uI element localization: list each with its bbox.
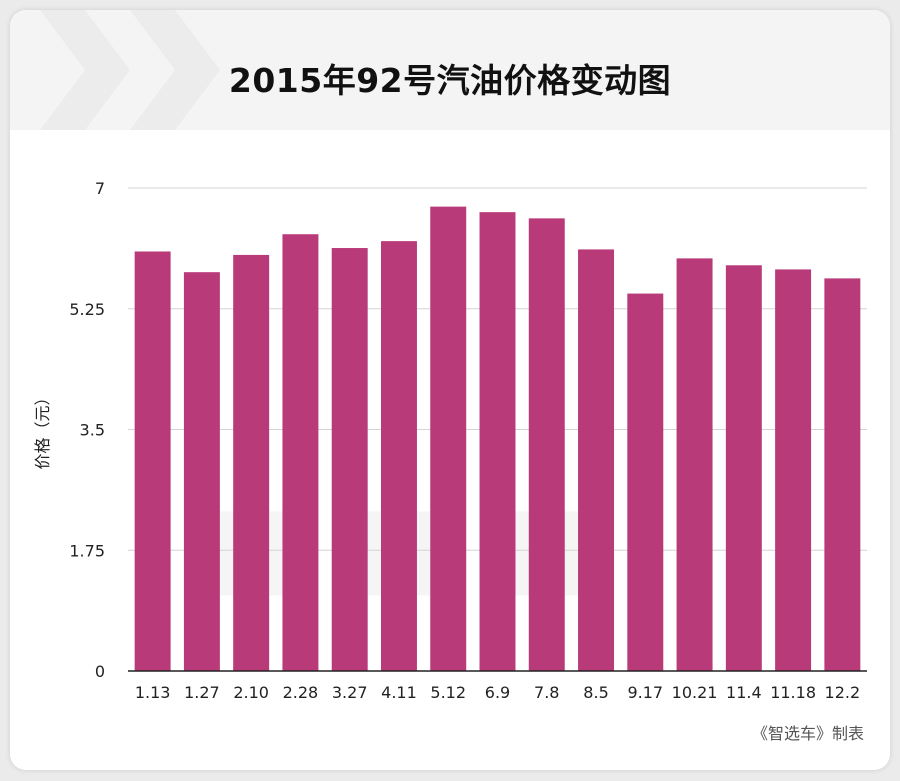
source-note: 《智选车》制表 bbox=[751, 724, 864, 743]
bar bbox=[479, 212, 516, 671]
bar bbox=[578, 249, 615, 671]
x-tick-label: 2.28 bbox=[283, 683, 319, 702]
x-tick-label: 12.2 bbox=[825, 683, 861, 702]
bar bbox=[824, 278, 861, 671]
bar bbox=[528, 218, 565, 672]
x-tick-label: 7.8 bbox=[534, 683, 559, 702]
bar bbox=[282, 234, 319, 672]
x-tick-label: 6.9 bbox=[485, 683, 510, 702]
x-tick-label: 1.27 bbox=[184, 683, 220, 702]
chart-card: 2015年92号汽油价格变动图 ■■■ 01.753.55.257价格（元）1.… bbox=[10, 10, 890, 770]
x-tick-label: 11.4 bbox=[726, 683, 762, 702]
y-tick-label: 5.25 bbox=[69, 300, 105, 319]
bar bbox=[183, 272, 220, 671]
bar bbox=[627, 293, 664, 671]
y-tick-label: 0 bbox=[95, 662, 105, 681]
bar bbox=[134, 251, 171, 672]
x-tick-label: 10.21 bbox=[672, 683, 718, 702]
bar bbox=[380, 241, 417, 671]
x-tick-label: 8.5 bbox=[583, 683, 608, 702]
x-tick-label: 5.12 bbox=[430, 683, 466, 702]
bar bbox=[725, 265, 762, 671]
bar bbox=[775, 269, 812, 671]
x-tick-label: 11.18 bbox=[770, 683, 816, 702]
bar bbox=[430, 206, 467, 671]
bar bbox=[331, 248, 368, 671]
chevron-decoration-icon bbox=[40, 10, 220, 130]
bar-chart: 0 1.75 3.5 5.25 7 价格（元） 1.13 1.27 2.10 2.28 3.27 4.… bbox=[33, 179, 867, 702]
y-tick-label: 3.5 bbox=[80, 421, 105, 440]
y-tick-label: 7 bbox=[95, 179, 105, 198]
x-tick-label: 2.10 bbox=[233, 683, 269, 702]
bar bbox=[233, 254, 270, 671]
y-axis-title: 价格（元） bbox=[33, 389, 52, 469]
y-tick-label: 1.75 bbox=[69, 541, 105, 560]
chart-title: 2015年92号汽油价格变动图 bbox=[228, 61, 672, 100]
x-tick-label: 4.11 bbox=[381, 683, 417, 702]
bar bbox=[676, 258, 713, 671]
x-tick-label: 1.13 bbox=[135, 683, 171, 702]
x-tick-label: 9.17 bbox=[627, 683, 663, 702]
x-tick-label: 3.27 bbox=[332, 683, 368, 702]
title-header: 2015年92号汽油价格变动图 bbox=[10, 10, 890, 130]
